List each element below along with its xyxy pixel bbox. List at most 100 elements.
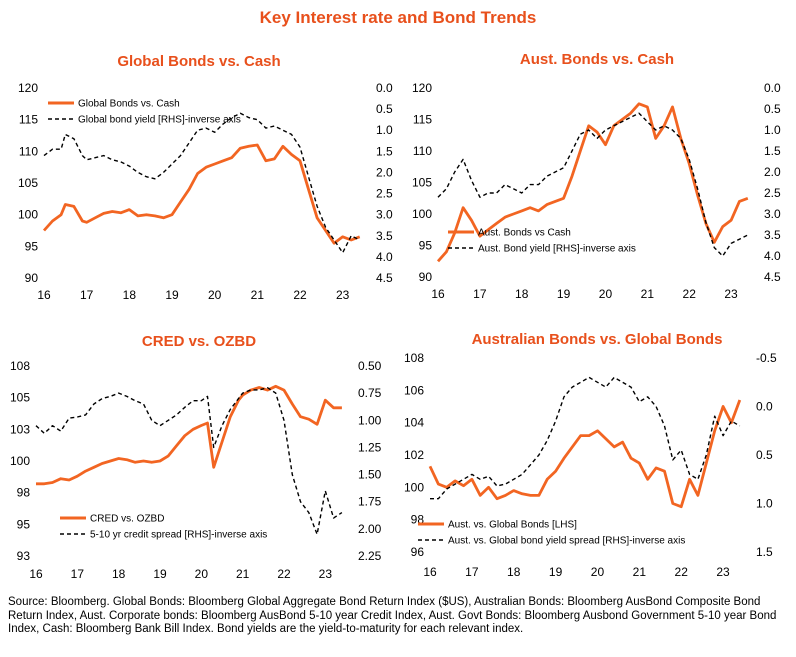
x-axis-tick-label: 19 bbox=[557, 287, 571, 301]
legend-label: Global Bonds vs. Cash bbox=[78, 99, 180, 110]
x-axis-tick-label: 20 bbox=[599, 287, 613, 301]
left-axis-tick-label: 106 bbox=[404, 383, 424, 397]
legend-label: 5-10 yr credit spread [RHS]-inverse axis bbox=[90, 530, 267, 541]
right-axis-tick-label: 1.0 bbox=[764, 123, 781, 137]
left-axis-tick-label: 105 bbox=[18, 176, 38, 190]
left-axis-tick-label: 110 bbox=[19, 144, 38, 158]
left-axis-tick-label: 102 bbox=[404, 448, 424, 462]
right-axis-tick-label: 0.0 bbox=[764, 81, 781, 95]
right-axis-tick-label: 1.25 bbox=[358, 440, 382, 454]
x-axis-tick-label: 21 bbox=[236, 567, 250, 581]
series-line-lhs bbox=[42, 143, 361, 245]
series-line-rhs bbox=[430, 376, 741, 500]
x-axis-tick-label: 18 bbox=[112, 567, 126, 581]
right-axis-tick-label: 2.00 bbox=[358, 522, 382, 536]
left-axis-tick-label: 115 bbox=[19, 113, 38, 127]
right-axis-tick-label: 0.50 bbox=[358, 359, 382, 373]
right-axis-tick-label: 1.5 bbox=[376, 144, 393, 158]
right-axis-tick-label: 4.0 bbox=[376, 250, 393, 264]
panel-title: Aust. Bonds vs. Cash bbox=[520, 51, 674, 68]
x-axis-tick-label: 21 bbox=[641, 287, 655, 301]
x-axis-tick-label: 23 bbox=[336, 288, 350, 302]
right-axis-tick-label: 0.75 bbox=[358, 386, 382, 400]
left-axis-tick-label: 105 bbox=[10, 391, 30, 405]
x-axis-tick-label: 23 bbox=[319, 567, 333, 581]
left-axis-tick-label: 104 bbox=[404, 416, 424, 430]
x-axis-tick-label: 20 bbox=[591, 565, 605, 579]
right-axis-tick-label: 3.0 bbox=[764, 207, 781, 221]
right-axis-tick-label: -0.5 bbox=[756, 351, 777, 365]
right-axis-tick-label: 4.5 bbox=[764, 270, 781, 284]
legend-label: Global bond yield [RHS]-inverse axis bbox=[78, 115, 241, 126]
x-axis-tick-label: 22 bbox=[277, 567, 291, 581]
left-axis-tick-label: 96 bbox=[411, 545, 425, 559]
left-axis-tick-label: 120 bbox=[18, 81, 38, 95]
x-axis-tick-label: 21 bbox=[633, 565, 647, 579]
right-axis-tick-label: 3.5 bbox=[764, 228, 781, 242]
x-axis-tick-label: 21 bbox=[251, 288, 265, 302]
right-axis-tick-label: 0.5 bbox=[376, 102, 393, 116]
right-axis-tick-label: 1.50 bbox=[358, 468, 382, 482]
right-axis-tick-label: 0.5 bbox=[756, 448, 773, 462]
right-axis-tick-label: 4.0 bbox=[764, 249, 781, 263]
source-note: Source: Bloomberg. Global Bonds: Bloombe… bbox=[8, 596, 777, 635]
chart-aust-bonds-vs-cash: Aust. Bonds vs. Cash 90 95 100 105 110 115 120 0… bbox=[412, 51, 781, 301]
legend-label: Aust. vs. Global bond yield spread [RHS]… bbox=[448, 536, 685, 547]
chart-cred-vs-ozbd: CRED vs. OZBD 93 95 98 100 103 105 108 0.50 0.75 1… bbox=[10, 333, 382, 581]
right-axis-tick-label: 1.0 bbox=[756, 497, 773, 511]
right-axis-tick-label: 3.5 bbox=[376, 229, 393, 243]
x-axis-tick-label: 18 bbox=[123, 288, 137, 302]
left-axis-tick-label: 98 bbox=[17, 486, 31, 500]
left-axis-tick-label: 110 bbox=[413, 144, 432, 158]
left-axis-tick-label: 100 bbox=[18, 208, 38, 222]
right-axis-tick-label: 1.00 bbox=[358, 413, 382, 427]
left-axis-tick-label: 90 bbox=[419, 270, 433, 284]
right-axis-tick-label: 3.0 bbox=[376, 208, 393, 222]
left-axis-tick-label: 95 bbox=[419, 239, 433, 253]
panel-title: CRED vs. OZBD bbox=[142, 333, 256, 350]
x-axis-tick-label: 19 bbox=[153, 567, 167, 581]
x-axis-tick-label: 16 bbox=[431, 287, 445, 301]
left-axis-tick-label: 100 bbox=[404, 480, 424, 494]
left-axis-tick-label: 108 bbox=[10, 359, 30, 373]
x-axis-tick-label: 22 bbox=[293, 288, 307, 302]
x-axis-tick-label: 17 bbox=[465, 565, 479, 579]
right-axis-tick-label: 2.5 bbox=[376, 187, 393, 201]
left-axis-tick-label: 108 bbox=[404, 351, 424, 365]
right-axis-tick-label: 1.75 bbox=[358, 495, 382, 509]
left-axis-tick-label: 105 bbox=[412, 176, 432, 190]
series-line-lhs bbox=[428, 399, 742, 509]
right-axis-tick-label: 2.25 bbox=[358, 549, 382, 563]
x-axis-tick-label: 23 bbox=[724, 287, 738, 301]
x-axis-tick-label: 17 bbox=[71, 567, 85, 581]
left-axis-tick-label: 100 bbox=[10, 454, 30, 468]
left-axis-tick-label: 93 bbox=[17, 549, 31, 563]
legend-label: Aust. Bond yield [RHS]-inverse axis bbox=[478, 244, 636, 255]
x-axis-tick-label: 17 bbox=[80, 288, 94, 302]
x-axis-tick-label: 16 bbox=[37, 288, 51, 302]
left-axis-tick-label: 95 bbox=[25, 239, 39, 253]
x-axis-tick-label: 16 bbox=[423, 565, 437, 579]
chart-global-bonds-vs-cash: Global Bonds vs. Cash 90 95 100 105 110 115 120… bbox=[18, 53, 393, 302]
right-axis-tick-label: 1.0 bbox=[376, 123, 393, 137]
right-axis-tick-label: 2.0 bbox=[376, 165, 393, 179]
right-axis-tick-label: 1.5 bbox=[764, 144, 781, 158]
x-axis-tick-label: 16 bbox=[29, 567, 43, 581]
right-axis-tick-label: 2.0 bbox=[764, 165, 781, 179]
right-axis-tick-label: 4.5 bbox=[376, 271, 393, 285]
left-axis-tick-label: 95 bbox=[17, 517, 31, 531]
right-axis-tick-label: 0.0 bbox=[376, 81, 393, 95]
x-axis-tick-label: 18 bbox=[515, 287, 529, 301]
left-axis-tick-label: 120 bbox=[412, 81, 432, 95]
right-axis-tick-label: 1.5 bbox=[756, 545, 773, 559]
x-axis-tick-label: 18 bbox=[507, 565, 521, 579]
series-line-lhs bbox=[436, 102, 749, 263]
left-axis-tick-label: 103 bbox=[10, 422, 30, 436]
x-axis-tick-label: 20 bbox=[208, 288, 222, 302]
chart-australian-vs-global-bonds: Australian Bonds vs. Global Bonds9698100… bbox=[404, 331, 777, 579]
x-axis-tick-label: 22 bbox=[683, 287, 697, 301]
legend-label: Aust. Bonds vs Cash bbox=[478, 228, 571, 239]
x-axis-tick-label: 19 bbox=[549, 565, 563, 579]
left-axis-tick-label: 115 bbox=[413, 113, 432, 127]
right-axis-tick-label: 0.5 bbox=[764, 102, 781, 116]
